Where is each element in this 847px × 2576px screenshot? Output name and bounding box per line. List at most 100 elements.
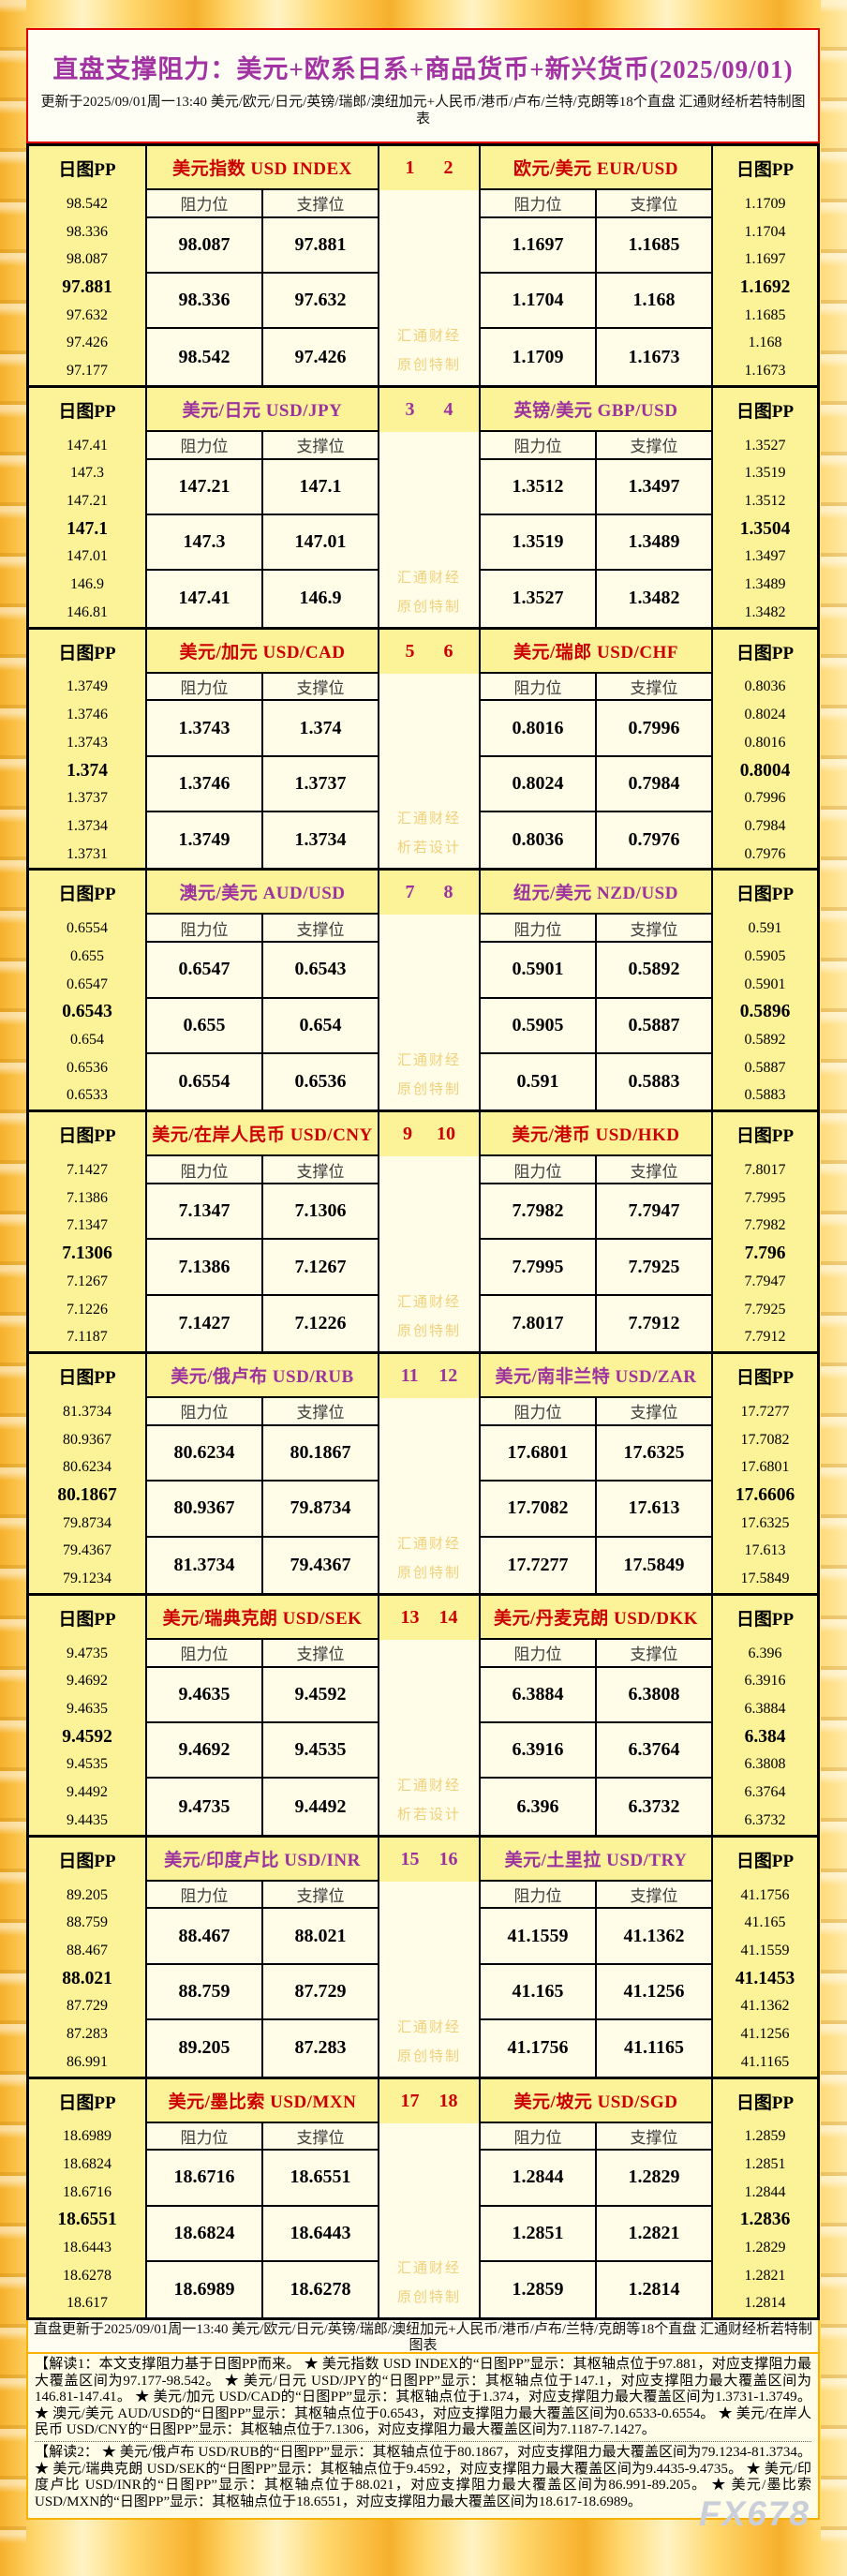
resistance-value: 1.3519 — [481, 514, 597, 572]
daily-pp-column-left: 日图PP 81.3734 80.9367 80.6234 80.1867 79.8734 7… — [29, 1354, 147, 1593]
block-number-left: 5 — [405, 640, 415, 662]
pair-title-left: 美元/墨比索 USD/MXN — [147, 2078, 379, 2123]
resistance-value: 6.396 — [481, 1779, 597, 1835]
resistance-header: 阻力位 — [147, 431, 263, 460]
daily-pp-column-left: 日图PP 98.542 98.336 98.087 97.881 97.632 97.426… — [29, 146, 147, 385]
daily-pp-label: 日图PP — [58, 1609, 116, 1630]
pp-value: 7.1386 — [67, 1189, 108, 1206]
support-value: 0.7976 — [597, 812, 713, 869]
support-value: 147.1 — [263, 459, 379, 515]
support-value: 0.654 — [263, 998, 379, 1054]
pp-value: 1.3737 — [67, 790, 108, 807]
pp-pivot-value: 41.1453 — [735, 1968, 795, 1988]
resistance-value: 81.3734 — [147, 1537, 263, 1593]
daily-pp-label: 日图PP — [58, 401, 116, 422]
resistance-header: 阻力位 — [481, 673, 597, 702]
daily-pp-column-right: 日图PP 41.1756 41.165 41.1559 41.1453 41.1362 41… — [713, 1837, 817, 2077]
support-value: 0.5887 — [597, 998, 713, 1054]
fx678-watermark: FX678 — [698, 2494, 810, 2533]
block-number-right: 12 — [438, 1365, 458, 1387]
resistance-value: 7.1427 — [147, 1295, 263, 1352]
support-value: 1.3482 — [597, 571, 713, 627]
daily-pp-column-left: 日图PP 1.3749 1.3746 1.3743 1.374 1.3737 1.3734 1… — [29, 629, 147, 869]
watermark-line1: 汇通财经 — [396, 2019, 461, 2035]
watermark-line2: 原创特制 — [396, 2290, 461, 2306]
resistance-value: 9.4635 — [147, 1667, 263, 1723]
pp-value: 9.4435 — [67, 1811, 108, 1828]
daily-pp-column-left: 日图PP 18.6989 18.6824 18.6716 18.6551 18.6443 1… — [29, 2078, 147, 2318]
resistance-value: 1.3527 — [481, 571, 597, 627]
daily-pp-label: 日图PP — [736, 2092, 795, 2113]
daily-pp-label: 日图PP — [736, 401, 795, 422]
support-value: 17.6325 — [597, 1425, 713, 1482]
pp-pivot-value: 0.8004 — [739, 760, 791, 781]
support-value: 0.5892 — [597, 943, 713, 999]
daily-pp-column-right: 日图PP 1.2859 1.2851 1.2844 1.2836 1.2829 1.2821… — [713, 2078, 817, 2318]
support-value: 41.1165 — [597, 2020, 713, 2077]
resistance-header: 阻力位 — [147, 1639, 263, 1668]
pp-value: 81.3734 — [63, 1403, 111, 1420]
daily-pp-label: 日图PP — [58, 1368, 116, 1389]
resistance-header: 阻力位 — [481, 1156, 597, 1184]
pp-value: 0.591 — [748, 920, 782, 937]
resistance-value: 1.2844 — [481, 2151, 597, 2207]
resistance-value: 0.6547 — [147, 943, 263, 999]
pp-pivot-value: 18.6551 — [57, 2210, 117, 2230]
pp-value: 0.7984 — [744, 817, 786, 834]
support-header: 支撑位 — [597, 431, 713, 460]
watermark-line2: 原创特制 — [396, 1082, 461, 1098]
resistance-value: 41.1559 — [481, 1909, 597, 1965]
daily-pp-column-left: 日图PP 9.4735 9.4692 9.4635 9.4592 9.4535 9.4492… — [29, 1595, 147, 1835]
resistance-header: 阻力位 — [481, 1398, 597, 1426]
currency-pair-block: 日图PP 81.3734 80.9367 80.6234 80.1867 79.8734 7… — [29, 1354, 817, 1596]
block-numbers: 7 8 — [379, 871, 479, 916]
resistance-value: 9.4692 — [147, 1722, 263, 1779]
pp-value: 97.632 — [67, 306, 108, 323]
pp-value: 0.655 — [70, 947, 104, 964]
resistance-value: 0.591 — [481, 1053, 597, 1110]
support-header: 支撑位 — [263, 431, 379, 460]
support-value: 1.1673 — [597, 329, 713, 385]
pp-pivot-value: 7.796 — [744, 1243, 786, 1264]
pair-title-left: 美元指数 USD INDEX — [147, 146, 379, 190]
pp-value: 80.9367 — [63, 1431, 111, 1448]
pp-value: 147.41 — [67, 437, 108, 454]
pp-value: 0.5905 — [744, 947, 786, 964]
page-subtitle: 更新于2025/09/01周一13:40 美元/欧元/日元/英镑/瑞郎/澳纽加元… — [40, 95, 806, 127]
pp-value: 41.1362 — [740, 1998, 790, 2015]
pp-value: 0.5892 — [744, 1032, 786, 1049]
pp-value: 1.3743 — [67, 734, 108, 751]
pp-value: 1.3734 — [67, 817, 108, 834]
block-number-left: 13 — [400, 1606, 420, 1628]
pp-pivot-value: 1.374 — [67, 760, 108, 781]
daily-pp-column-left: 日图PP 7.1427 7.1386 7.1347 7.1306 7.1267 7.1226… — [29, 1112, 147, 1352]
support-value: 7.1267 — [263, 1240, 379, 1296]
watermark-line2: 原创特制 — [396, 1324, 461, 1340]
pair-title-left: 美元/俄卢布 USD/RUB — [147, 1354, 379, 1399]
pp-value: 1.3497 — [744, 548, 786, 565]
resistance-header: 阻力位 — [481, 2122, 597, 2152]
watermark-line1: 汇通财经 — [396, 1053, 461, 1069]
support-header: 支撑位 — [263, 1156, 379, 1184]
pp-value: 41.1559 — [740, 1942, 790, 1958]
pp-value: 18.6989 — [63, 2128, 111, 2145]
pair-title-left: 澳元/美元 AUD/USD — [147, 871, 379, 916]
daily-pp-label: 日图PP — [736, 160, 795, 180]
resistance-value: 147.21 — [147, 459, 263, 515]
pp-value: 1.3527 — [744, 437, 786, 454]
support-header: 支撑位 — [597, 1881, 713, 1910]
site-watermark: 汇通财经 原创特制 — [379, 322, 479, 385]
daily-pp-column-right: 日图PP 6.396 6.3916 6.3884 6.384 6.3808 6.3764 6.… — [713, 1595, 817, 1835]
pp-value: 18.6443 — [63, 2240, 111, 2256]
block-number-column: 15 16 汇通财经 原创特制 — [379, 1837, 481, 2077]
support-value: 1.374 — [263, 701, 379, 757]
resistance-value: 0.5905 — [481, 998, 597, 1054]
resistance-header: 阻力位 — [147, 1156, 263, 1184]
block-number-column: 5 6 汇通财经 析若设计 — [379, 629, 481, 869]
currency-pair-block: 日图PP 89.205 88.759 88.467 88.021 87.729 87.283… — [29, 1837, 817, 2079]
support-header: 支撑位 — [263, 1881, 379, 1910]
support-resistance-table: 日图PP 98.542 98.336 98.087 97.881 97.632 97.426… — [26, 143, 820, 2321]
support-value: 87.729 — [263, 1964, 379, 2021]
support-value: 7.7912 — [597, 1295, 713, 1352]
pp-value: 7.7982 — [744, 1217, 786, 1234]
